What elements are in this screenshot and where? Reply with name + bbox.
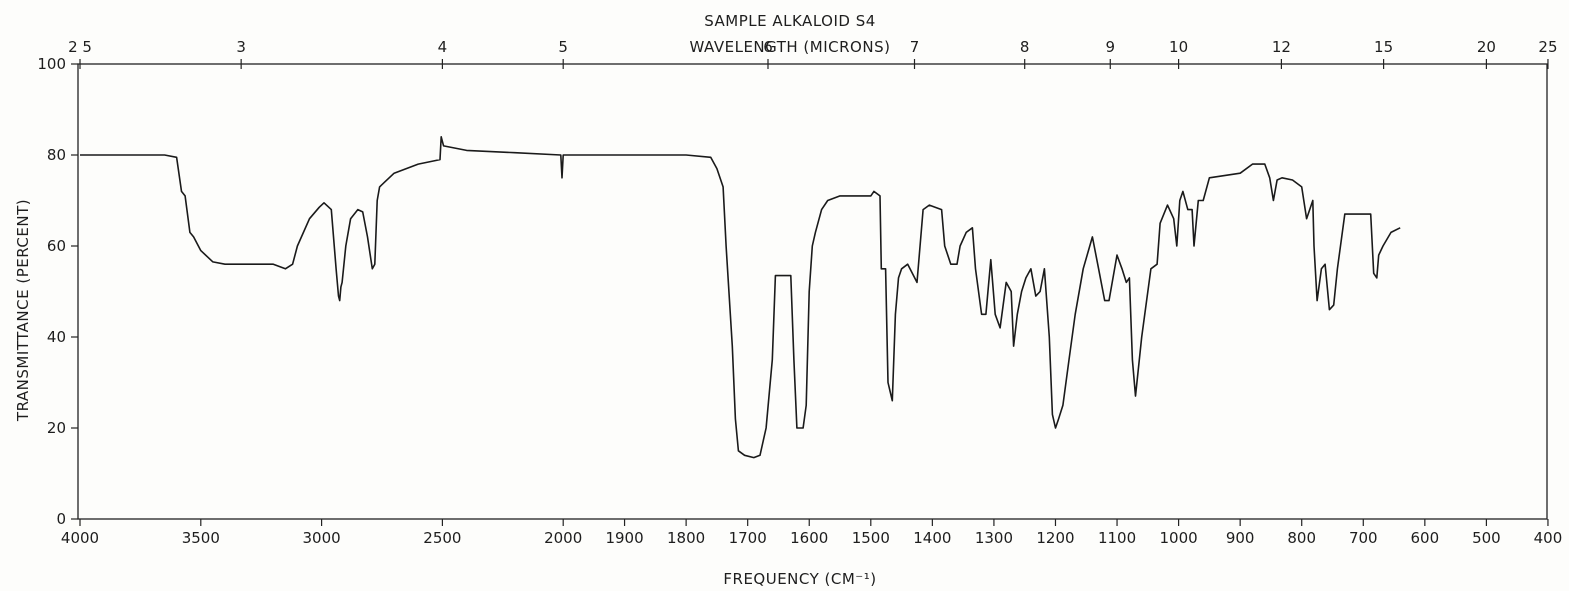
top-tick-label: 3 [236, 38, 246, 56]
x-tick-label: 1600 [790, 529, 828, 547]
chart-title: SAMPLE ALKALOID S4 [704, 12, 876, 30]
x-tick-label: 3000 [303, 529, 341, 547]
x-tick-label: 1200 [1036, 529, 1074, 547]
x-tick-label: 3500 [182, 529, 220, 547]
top-tick-label: 8 [1020, 38, 1030, 56]
top-axis-title: WAVELENGTH (MICRONS) [690, 38, 891, 56]
top-tick-label: 12 [1272, 38, 1291, 56]
x-tick-label: 2000 [544, 529, 582, 547]
x-tick-label: 500 [1472, 529, 1501, 547]
x-tick-label: 600 [1411, 529, 1440, 547]
top-tick-label: 25 [1538, 38, 1557, 56]
plot-frame [77, 63, 1548, 520]
y-tick-label: 20 [47, 419, 66, 437]
top-tick-label: 15 [1374, 38, 1393, 56]
x-tick-label: 1800 [667, 529, 705, 547]
top-tick-label: 10 [1169, 38, 1188, 56]
x-tick-label: 1000 [1160, 529, 1198, 547]
y-tick-label: 0 [56, 510, 66, 528]
top-tick-label: 20 [1477, 38, 1496, 56]
x-tick-label: 800 [1287, 529, 1316, 547]
spectrum-series [80, 136, 1401, 459]
x-tick-label: 1700 [729, 529, 767, 547]
top-tick-label: 4 [438, 38, 448, 56]
y-axis-title: TRANSMITTANCE (PERCENT) [14, 199, 32, 422]
x-tick-label: 400 [1534, 529, 1563, 547]
x-tick-label: 900 [1226, 529, 1255, 547]
y-tick-label: 100 [37, 55, 66, 73]
y-tick-label: 40 [47, 328, 66, 346]
y-tick-label: 60 [47, 237, 66, 255]
plot-border [77, 63, 1548, 520]
x-tick-label: 4000 [61, 529, 99, 547]
x-tick-label: 1100 [1098, 529, 1136, 547]
top-tick-label: 2 5 [68, 38, 92, 56]
x-tick-label: 1900 [605, 529, 643, 547]
top-tick-label: 6 [763, 38, 773, 56]
x-tick-label: 1400 [913, 529, 951, 547]
bottom-axis-title: FREQUENCY (CM⁻¹) [723, 570, 876, 588]
x-tick-label: 700 [1349, 529, 1378, 547]
top-tick-label: 5 [558, 38, 568, 56]
top-tick-label: 9 [1105, 38, 1115, 56]
y-tick-label: 80 [47, 146, 66, 164]
spectrum-line [80, 136, 1401, 459]
top-tick-label: 7 [910, 38, 920, 56]
x-tick-label: 1500 [852, 529, 890, 547]
x-tick-label: 2500 [423, 529, 461, 547]
x-tick-label: 1300 [975, 529, 1013, 547]
